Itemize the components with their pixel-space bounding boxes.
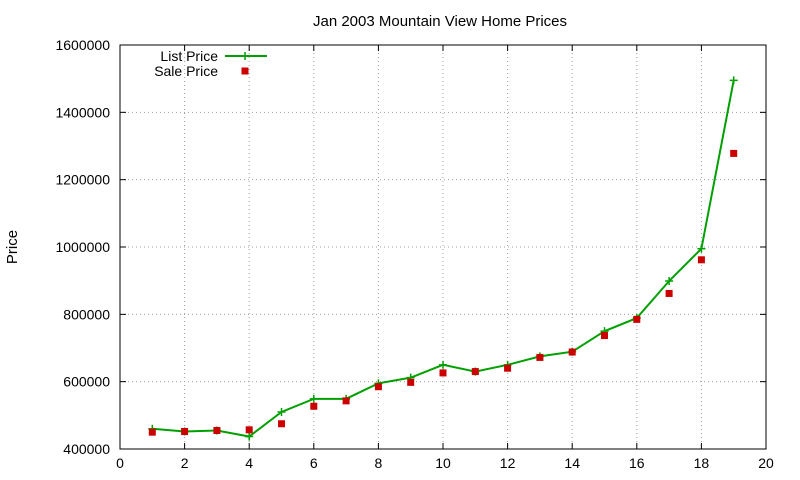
list-price-point bbox=[245, 432, 254, 441]
y-axis-tick-labels: 400000 600000 800000 1000000 1200000 1400000 1… bbox=[55, 37, 110, 457]
legend-label-list-price: List Price bbox=[160, 48, 218, 64]
x-tick-label: 16 bbox=[629, 455, 645, 471]
y-tick-label: 600000 bbox=[63, 374, 110, 390]
series-layer bbox=[148, 76, 738, 441]
y-tick-label: 800000 bbox=[63, 306, 110, 322]
list-price-point bbox=[697, 244, 706, 253]
x-tick-label: 18 bbox=[694, 455, 710, 471]
y-tick-label: 1200000 bbox=[55, 172, 110, 188]
sale-price-point bbox=[697, 256, 705, 264]
legend-label-sale-price: Sale Price bbox=[154, 63, 218, 79]
list-price-point bbox=[277, 407, 286, 416]
y-axis-label: Price bbox=[4, 230, 21, 264]
sale-price-point bbox=[568, 348, 576, 356]
y-tick-label: 400000 bbox=[63, 441, 110, 457]
sale-price-point bbox=[730, 149, 738, 157]
y-tick-label: 1400000 bbox=[55, 104, 110, 120]
legend-marker-sale-price bbox=[241, 67, 249, 75]
y-tick-label: 1000000 bbox=[55, 239, 110, 255]
sale-price-point bbox=[213, 426, 221, 434]
x-axis-tick-labels: 0 2 4 6 8 10 12 14 16 18 20 bbox=[116, 455, 774, 471]
x-tick-label: 2 bbox=[181, 455, 189, 471]
sale-price-point bbox=[504, 364, 512, 372]
x-tick-label: 0 bbox=[116, 455, 124, 471]
sale-price-point bbox=[374, 383, 382, 391]
sale-price-point bbox=[407, 378, 415, 386]
x-tick-label: 12 bbox=[500, 455, 516, 471]
sale-price-point bbox=[633, 315, 641, 323]
sale-price-point bbox=[439, 369, 447, 377]
sale-price-point bbox=[471, 368, 479, 376]
sale-price-point bbox=[310, 402, 318, 410]
sale-price-point bbox=[342, 397, 350, 405]
list-price-point bbox=[665, 277, 674, 286]
list-price-point bbox=[729, 76, 738, 85]
legend: List Price Sale Price bbox=[154, 48, 267, 79]
sale-price-point bbox=[601, 332, 608, 340]
list-price-point bbox=[439, 360, 447, 369]
sale-price-point bbox=[181, 427, 189, 435]
grid bbox=[120, 45, 766, 449]
sale-price-point bbox=[245, 426, 253, 434]
sale-price-point bbox=[148, 428, 156, 436]
x-tick-label: 8 bbox=[375, 455, 383, 471]
x-tick-label: 10 bbox=[435, 455, 451, 471]
x-tick-label: 14 bbox=[564, 455, 580, 471]
sale-price-point bbox=[278, 420, 285, 428]
x-tick-label: 4 bbox=[245, 455, 253, 471]
legend-marker-list-price bbox=[241, 52, 249, 60]
list-price-point bbox=[309, 394, 318, 403]
sale-price-point bbox=[665, 289, 673, 297]
axis-ticks bbox=[119, 44, 767, 450]
sale-price-point bbox=[536, 353, 544, 361]
chart-title: Jan 2003 Mountain View Home Prices bbox=[313, 13, 567, 30]
x-tick-label: 6 bbox=[310, 455, 318, 471]
x-tick-label: 20 bbox=[758, 455, 774, 471]
y-tick-label: 1600000 bbox=[55, 37, 110, 53]
